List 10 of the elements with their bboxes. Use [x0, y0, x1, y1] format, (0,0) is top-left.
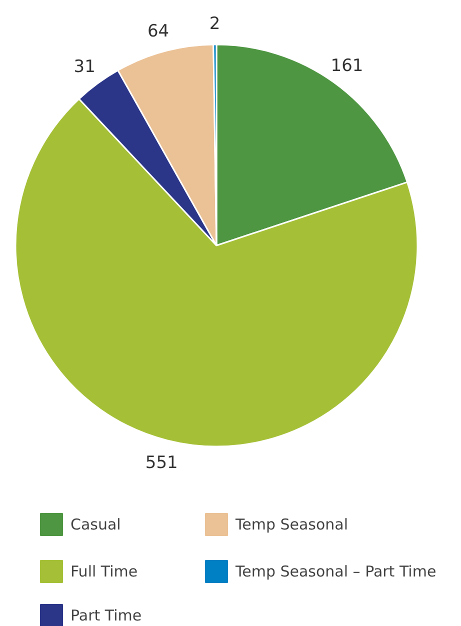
data-label: 551: [145, 453, 178, 474]
legend-label: Casual: [70, 516, 121, 534]
data-label: 31: [74, 57, 96, 78]
data-label: 64: [147, 22, 170, 42]
data-label: 2: [209, 14, 220, 34]
legend-label: Part Time: [70, 606, 142, 624]
legend-label: Temp Seasonal: [234, 516, 348, 534]
legend-label: Temp Seasonal – Part Time: [234, 562, 436, 580]
legend-label: Full Time: [70, 562, 138, 580]
data-label: 161: [330, 56, 364, 76]
